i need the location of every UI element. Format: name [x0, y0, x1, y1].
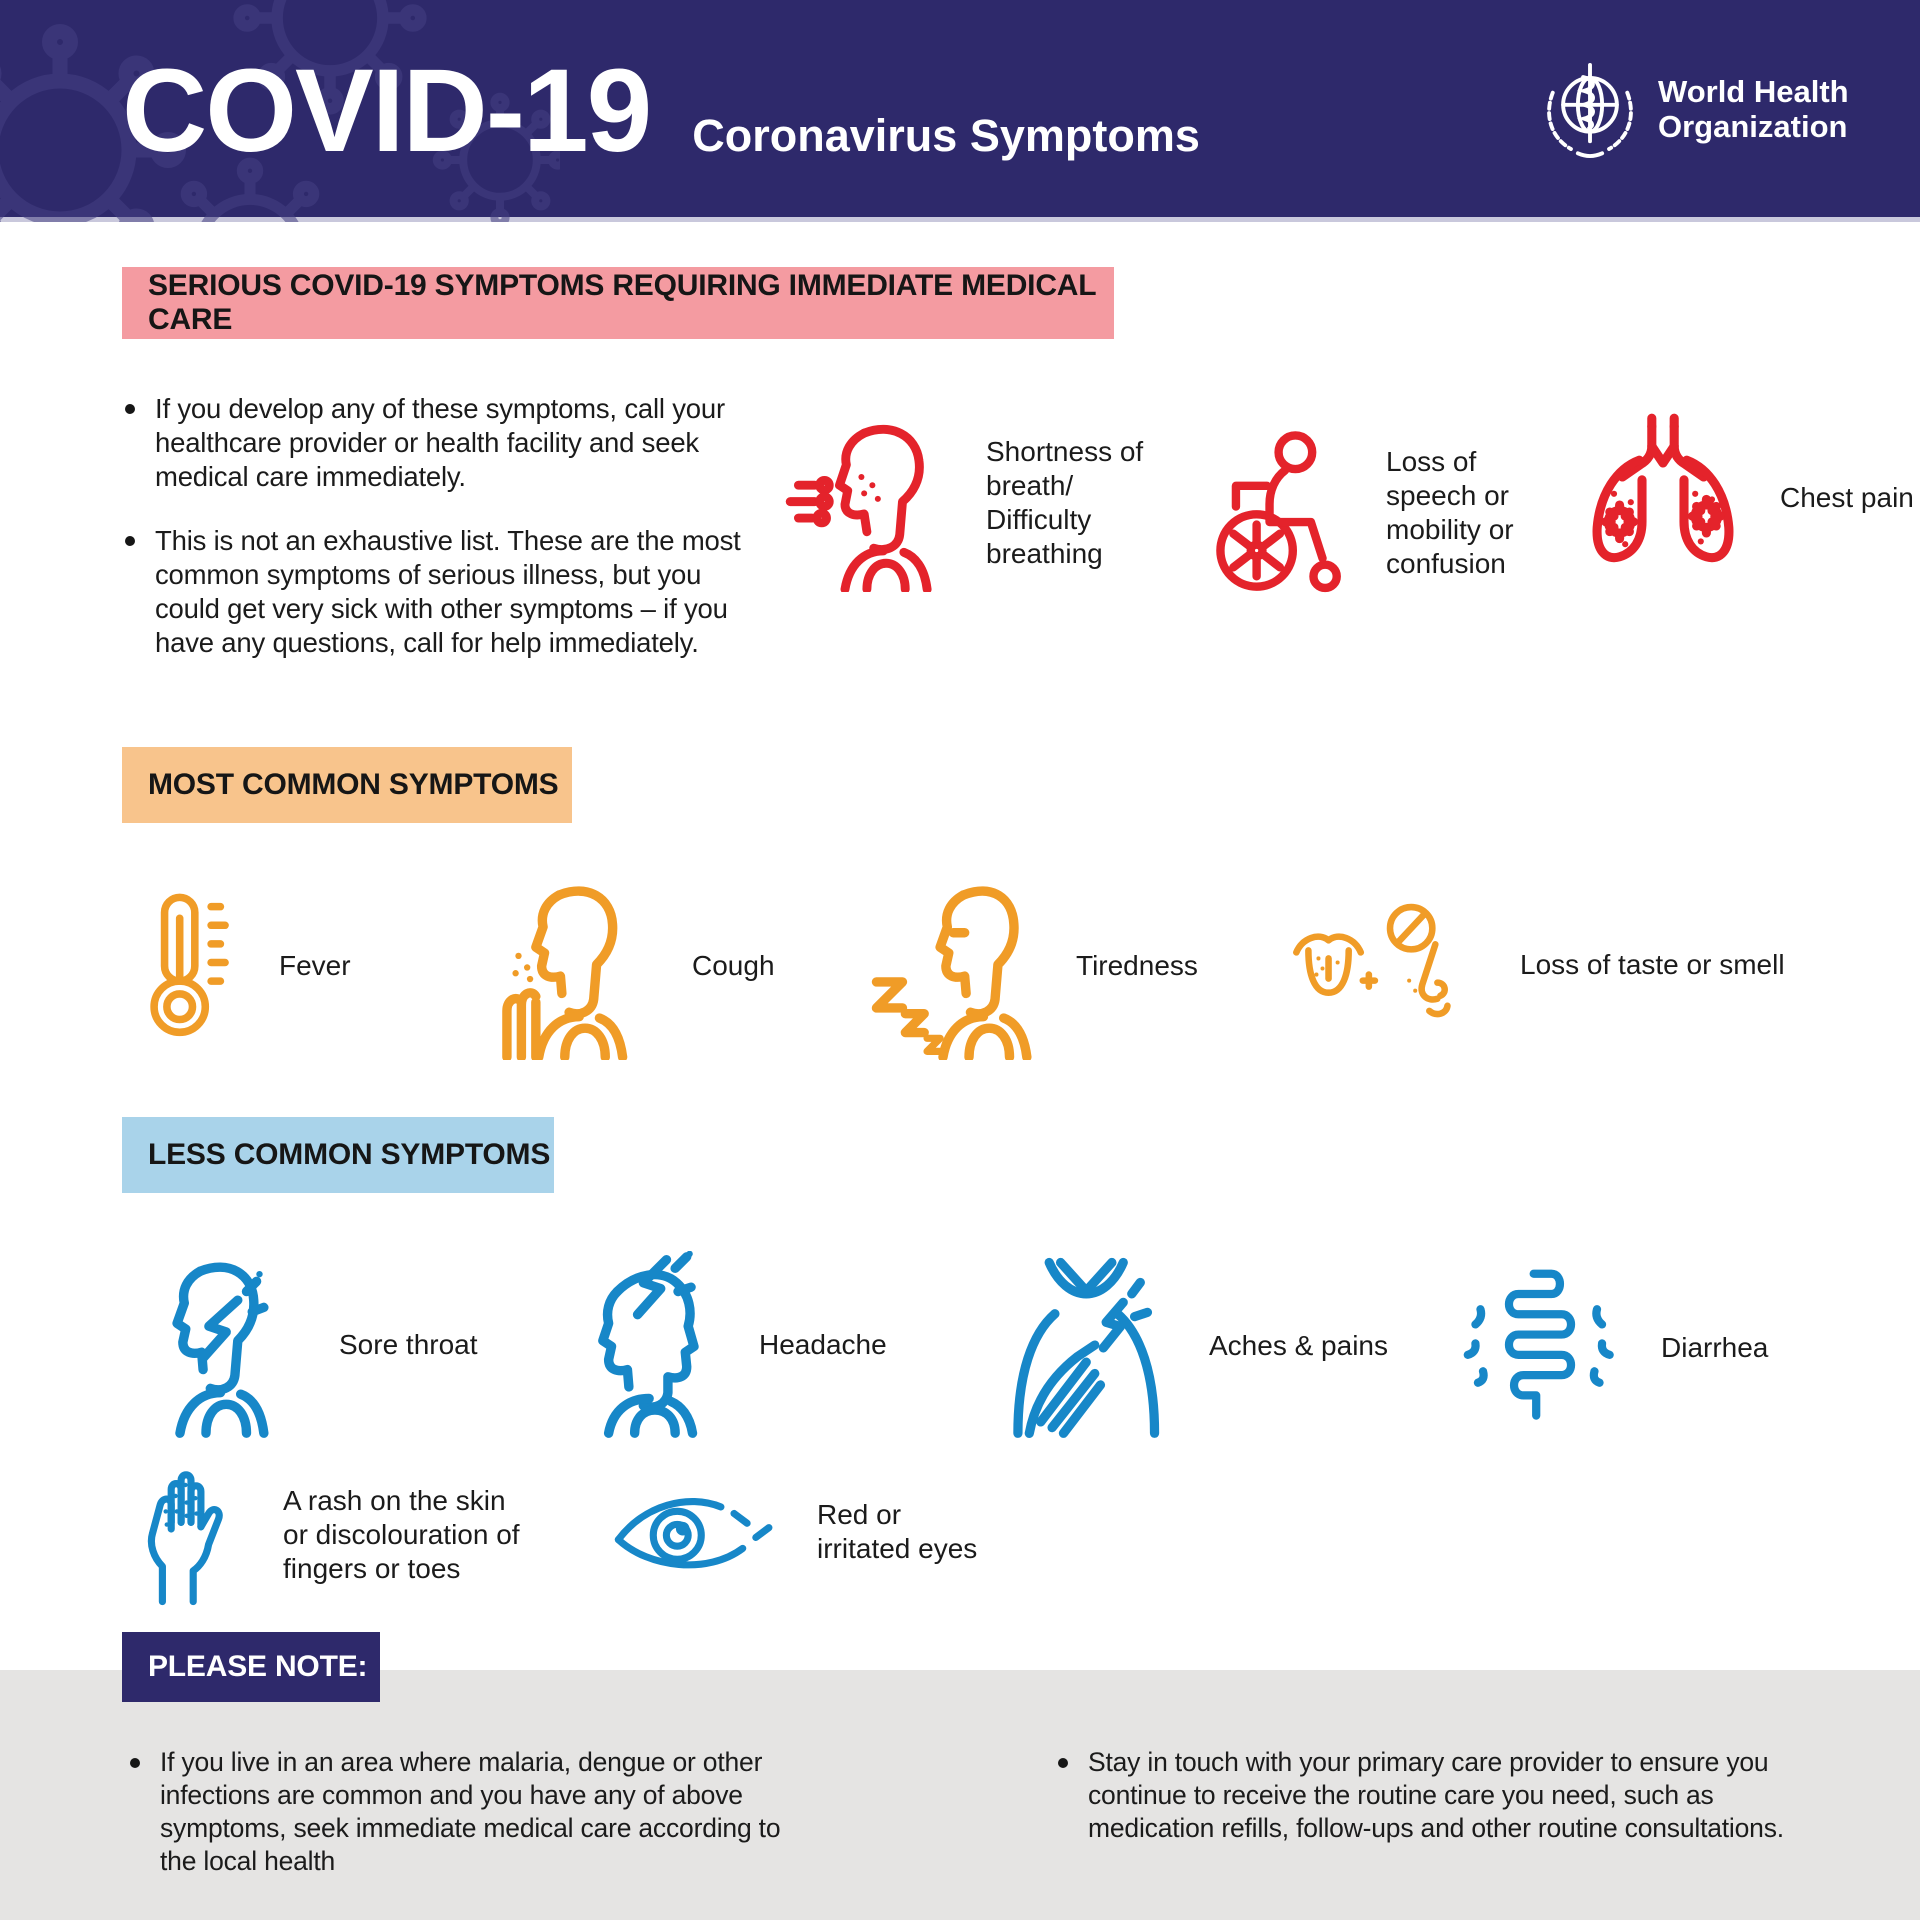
- note-bullet-1: If you live in an area where malaria, de…: [130, 1746, 790, 1878]
- who-name-line2: Organization: [1658, 109, 1848, 144]
- less-common-symptoms-banner: LESS COMMON SYMPTOMS: [122, 1117, 554, 1193]
- symptom-fever: Fever: [125, 858, 351, 1073]
- symptom-label: A rash on the skin or discolouration of …: [283, 1484, 520, 1584]
- aches-pains-icon: [1013, 1257, 1160, 1438]
- serious-bullet-2-text: This is not an exhaustive list. These ar…: [155, 525, 741, 658]
- most-common-symptoms-banner: MOST COMMON SYMPTOMS: [122, 747, 572, 823]
- intestine-icon: [1463, 1269, 1614, 1420]
- symptom-label: Loss of speech or mobility or confusion: [1386, 445, 1514, 579]
- wheelchair-icon: [1216, 430, 1341, 592]
- most-common-banner-label: MOST COMMON SYMPTOMS: [148, 768, 559, 801]
- please-note-banner: PLEASE NOTE:: [122, 1632, 380, 1702]
- symptom-label: Fever: [279, 949, 351, 981]
- irritated-eye-icon: [614, 1498, 773, 1569]
- header-title-row: COVID-19 Coronavirus Symptoms: [122, 0, 1200, 222]
- symptom-loss-of-speech-mobility: Loss of speech or mobility or confusion: [1192, 425, 1536, 600]
- loss-taste-smell-icon: [1293, 903, 1451, 1017]
- symptom-red-eyes: Red or irritated eyes: [605, 1452, 992, 1612]
- sore-throat-icon: [172, 1262, 269, 1438]
- symptom-label: Chest pain: [1780, 481, 1914, 513]
- footer-section: [0, 1670, 1920, 1920]
- less-common-banner-label: LESS COMMON SYMPTOMS: [148, 1138, 551, 1171]
- symptom-label: Loss of taste or smell: [1520, 949, 1785, 980]
- symptom-aches-pains: Aches & pains: [998, 1246, 1388, 1446]
- symptom-skin-rash: A rash on the skin or discolouration of …: [125, 1432, 523, 1637]
- note-bullet-2: Stay in touch with your primary care pro…: [1058, 1746, 1818, 1845]
- symptom-label: Red or irritated eyes: [817, 1499, 978, 1564]
- symptom-label: Tiredness: [1076, 950, 1198, 981]
- sleeping-person-icon: [871, 886, 1032, 1060]
- infected-lungs-icon: [1592, 413, 1734, 562]
- headache-icon: [598, 1250, 699, 1438]
- symptom-chest-pain: Chest pain: [1572, 405, 1920, 590]
- serious-bullet-2: This is not an exhaustive list. These ar…: [125, 524, 773, 660]
- symptom-loss-taste-smell: Loss of taste or smell: [1282, 875, 1785, 1055]
- who-name: World Health Organization: [1658, 75, 1849, 144]
- who-emblem-icon: [1547, 62, 1633, 158]
- thermometer-icon: [150, 893, 229, 1036]
- header: COVID-19 Coronavirus Symptoms World Heal…: [0, 0, 1920, 222]
- coughing-person-icon: [502, 886, 628, 1060]
- who-logo: World Health Organization: [1538, 58, 1849, 162]
- symptom-label: Aches & pains: [1209, 1330, 1388, 1361]
- shortness-of-breath-icon: [785, 424, 932, 592]
- symptom-label: Cough: [692, 950, 775, 981]
- page-subtitle: Coronavirus Symptoms: [692, 110, 1200, 161]
- symptom-sore-throat: Sore throat: [125, 1242, 478, 1447]
- symptom-shortness-of-breath: Shortness of breath/ Difficulty breathin…: [782, 408, 1148, 598]
- symptom-label: Diarrhea: [1661, 1332, 1769, 1363]
- serious-bullet-list: If you develop any of these symptoms, ca…: [125, 392, 773, 660]
- note-bullet-2-text: Stay in touch with your primary care pro…: [1088, 1747, 1784, 1843]
- serious-bullet-1-text: If you develop any of these symptoms, ca…: [155, 393, 725, 492]
- hand-rash-icon: [147, 1471, 223, 1606]
- symptom-tiredness: Tiredness: [862, 862, 1198, 1070]
- note-bullet-1-text: If you live in an area where malaria, de…: [160, 1747, 781, 1876]
- symptom-headache: Headache: [545, 1242, 887, 1447]
- symptom-cough: Cough: [478, 862, 775, 1070]
- page-title: COVID-19: [122, 45, 652, 177]
- please-note-banner-label: PLEASE NOTE:: [148, 1650, 368, 1683]
- serious-bullet-1: If you develop any of these symptoms, ca…: [125, 392, 773, 494]
- bullet-dot: [125, 536, 135, 546]
- who-name-line1: World Health: [1658, 74, 1849, 110]
- symptom-label: Headache: [759, 1328, 887, 1360]
- serious-banner-label: SERIOUS COVID-19 SYMPTOMS REQUIRING IMME…: [148, 269, 1096, 336]
- bullet-dot: [130, 1758, 140, 1768]
- serious-symptoms-banner: SERIOUS COVID-19 SYMPTOMS REQUIRING IMME…: [122, 267, 1114, 339]
- symptom-label: Shortness of breath/ Difficulty breathin…: [986, 436, 1144, 569]
- symptom-label: Sore throat: [339, 1328, 478, 1360]
- symptom-diarrhea: Diarrhea: [1445, 1248, 1768, 1448]
- bullet-dot: [1058, 1758, 1068, 1768]
- bullet-dot: [125, 404, 135, 414]
